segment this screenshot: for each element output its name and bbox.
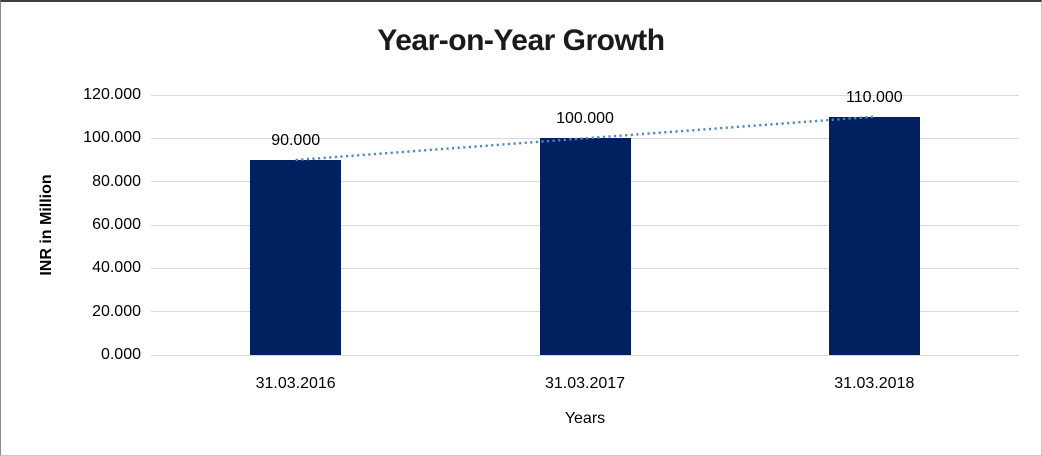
- bar: [828, 116, 920, 355]
- x-tick-label: 31.03.2017: [544, 375, 626, 392]
- y-tick-label: 20.000: [92, 302, 141, 320]
- bar-value-label: 100.000: [556, 110, 614, 128]
- y-tick-label: 120.000: [83, 86, 141, 103]
- y-tick-label: 40.000: [92, 259, 141, 277]
- bar-value-label: 110.000: [846, 88, 903, 106]
- y-tick-label: 80.000: [92, 172, 141, 190]
- plot-area: [151, 94, 1019, 356]
- gridline: [151, 94, 1019, 96]
- bar: [250, 160, 342, 355]
- gridline: [151, 354, 1019, 356]
- x-tick-label: 31.03.2018: [834, 375, 915, 392]
- bar-value-label: 90.000: [271, 132, 321, 149]
- y-tick-label: 60.000: [92, 216, 141, 233]
- x-axis-title: Years: [564, 410, 606, 427]
- bar: [539, 138, 631, 355]
- x-tick-label: 31.03.2016: [255, 375, 336, 392]
- y-tick-label: 0.000: [100, 346, 141, 363]
- y-tick-label: 100.000: [83, 129, 141, 147]
- chart-title: Year-on-Year Growth: [377, 24, 665, 57]
- trendline: [295, 115, 875, 162]
